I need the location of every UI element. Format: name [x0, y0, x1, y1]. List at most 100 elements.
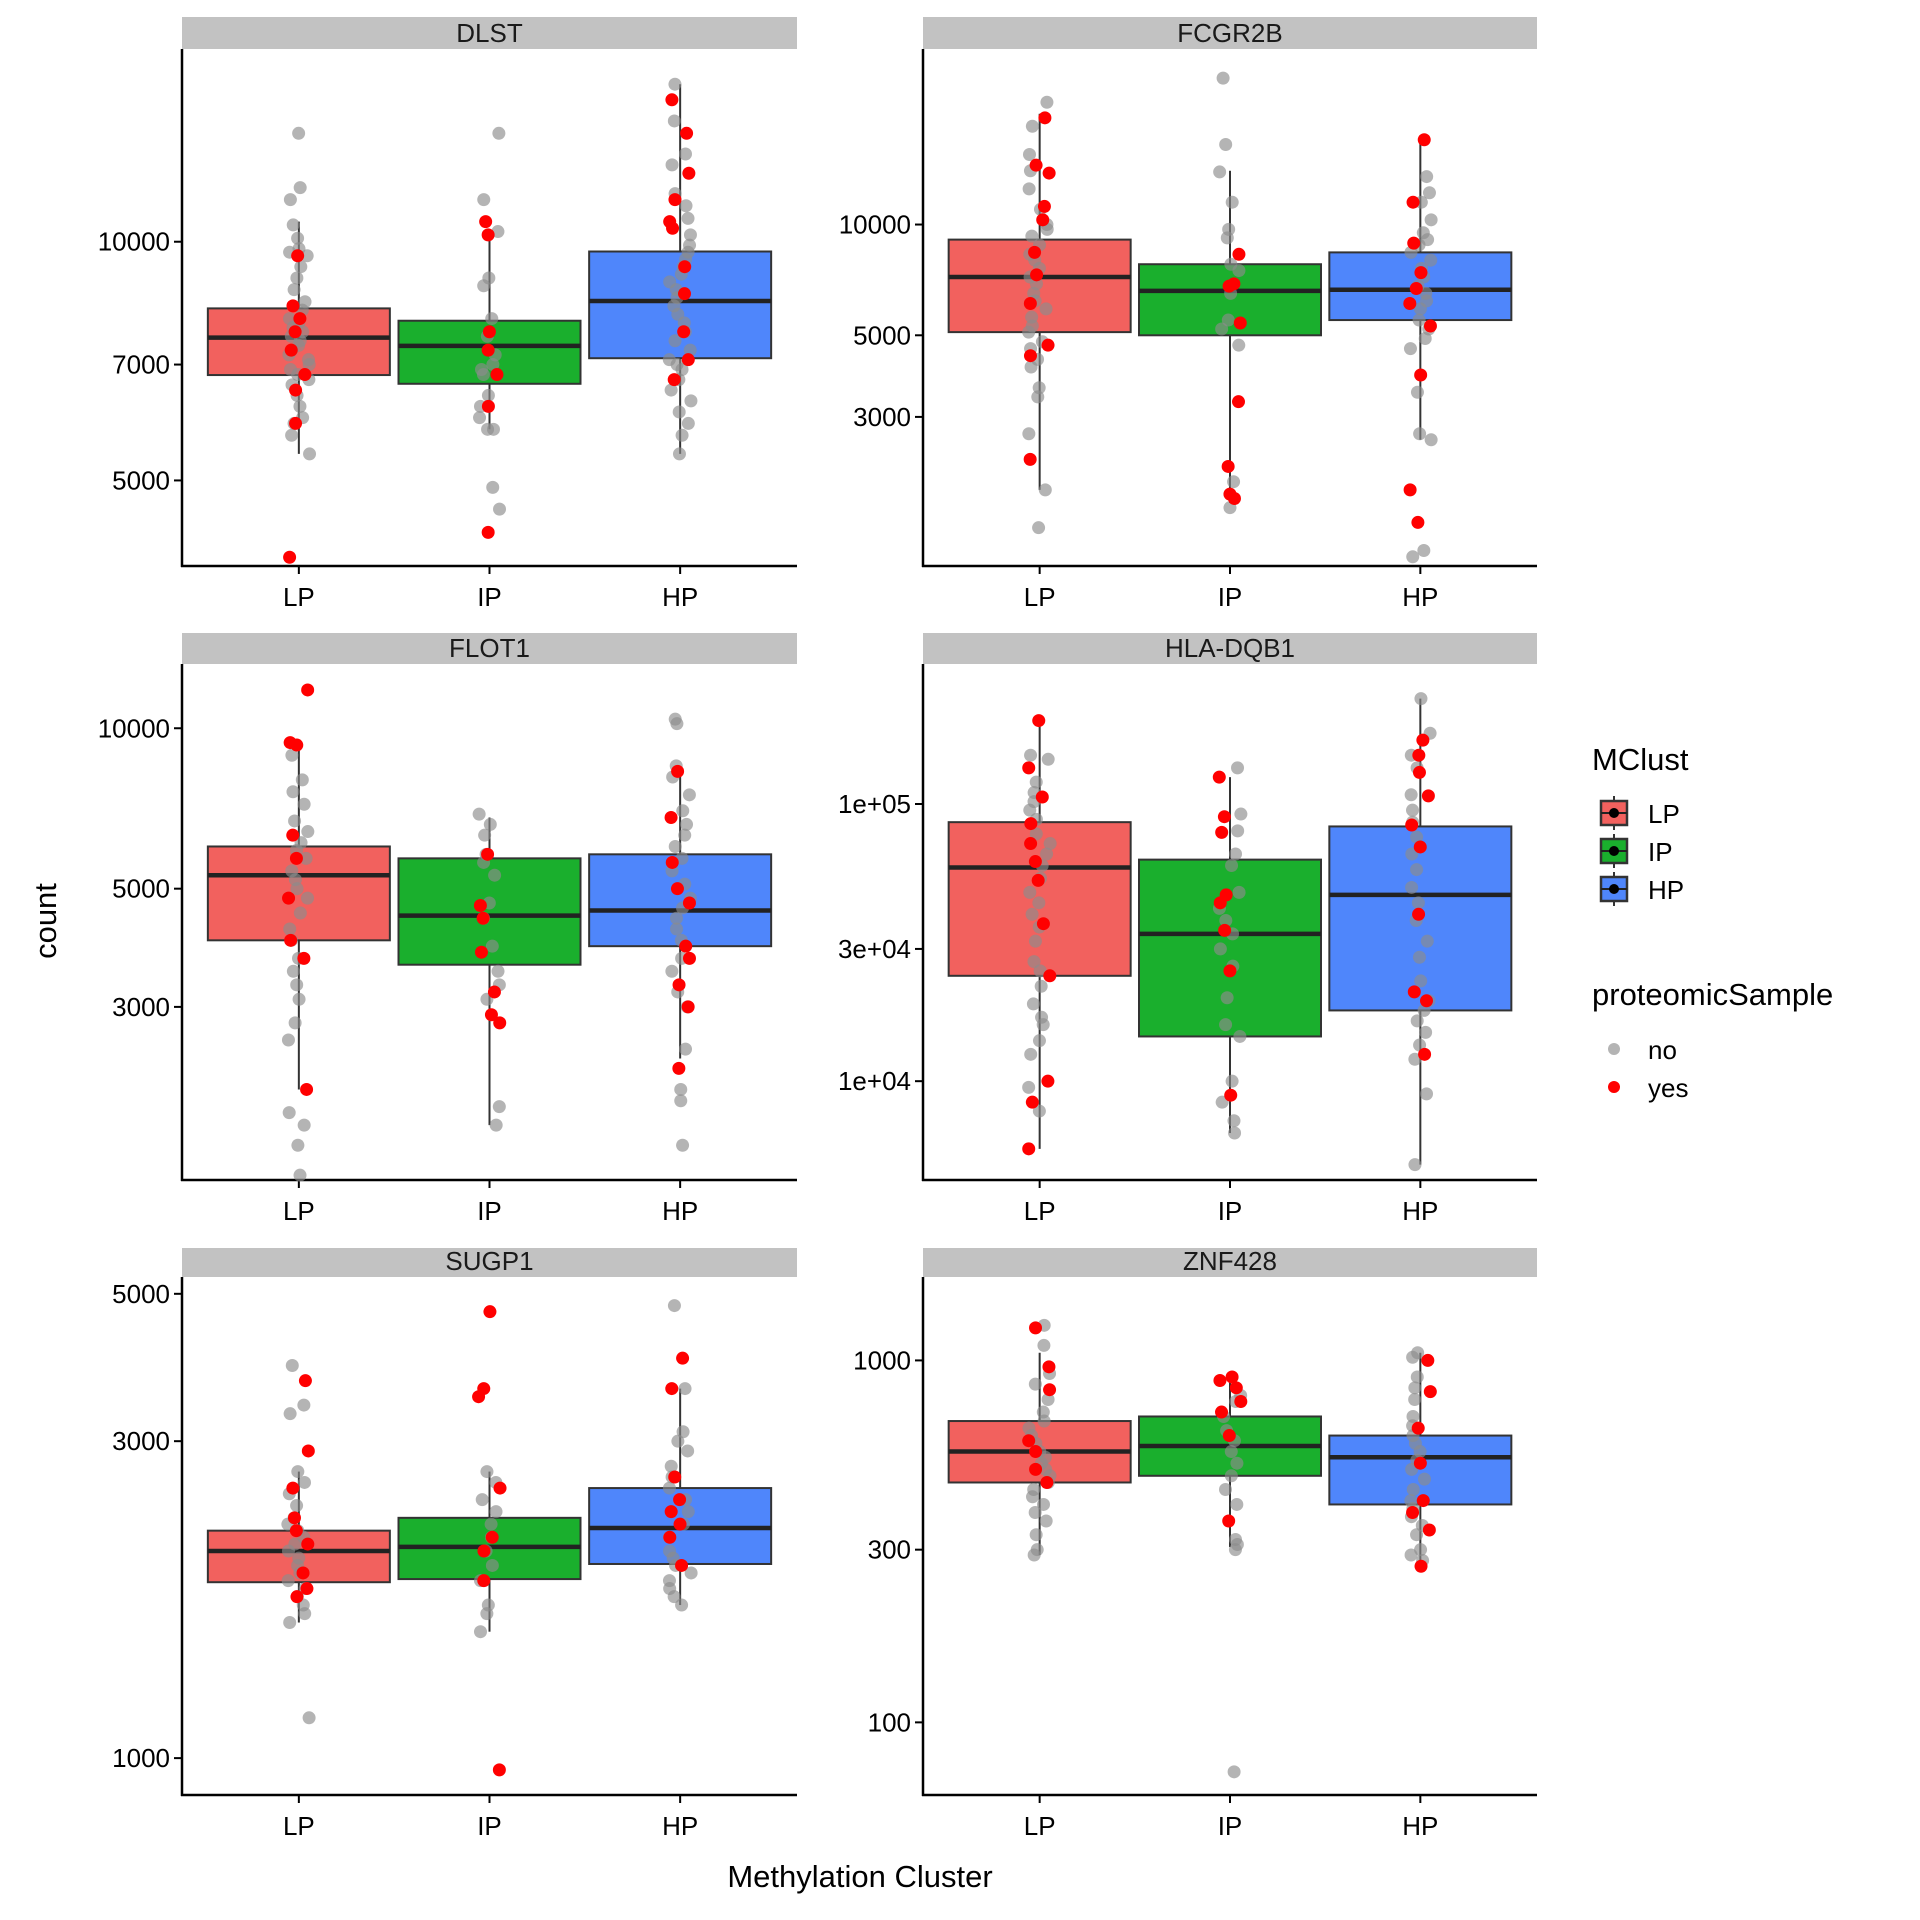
data-point-no [1232, 264, 1246, 278]
y-tick-label: 1000 [112, 1743, 170, 1773]
data-point-yes [1213, 1374, 1227, 1388]
data-point-yes [1030, 268, 1044, 282]
x-tick-label: HP [662, 1811, 698, 1841]
data-point-yes [1407, 985, 1421, 999]
legend-label-no: no [1648, 1035, 1677, 1065]
data-point-yes [286, 828, 300, 842]
data-point-yes [1233, 316, 1247, 330]
data-point-yes [1224, 1088, 1238, 1102]
data-point-no [1406, 550, 1420, 564]
data-point-no [670, 717, 684, 731]
data-point-no [1023, 885, 1037, 899]
data-point-no [671, 1434, 685, 1448]
data-point-yes [1043, 969, 1057, 983]
data-point-yes [482, 325, 496, 339]
data-point-no [475, 1493, 489, 1507]
data-point-no [477, 193, 491, 207]
data-point-yes [1028, 855, 1042, 869]
data-point-no [1231, 761, 1245, 775]
data-point-yes [1414, 1559, 1428, 1573]
data-point-yes [472, 1390, 486, 1404]
data-point-no [1025, 119, 1039, 133]
data-point-no [486, 422, 500, 436]
data-point-no [297, 1118, 311, 1132]
data-point-no [1224, 1445, 1238, 1459]
legend-point [1609, 846, 1619, 856]
data-point-no [1412, 313, 1426, 327]
data-point-no [1213, 165, 1227, 179]
data-point-yes [289, 416, 303, 430]
x-tick-label: HP [1402, 1196, 1438, 1226]
data-point-yes [1024, 817, 1038, 831]
data-point-yes [1417, 133, 1431, 147]
data-point-no [1232, 338, 1246, 352]
data-point-yes [298, 1374, 312, 1388]
data-point-no [1043, 837, 1057, 851]
data-point-no [1406, 1482, 1420, 1496]
data-point-no [283, 193, 297, 207]
y-tick-label: 7000 [112, 350, 170, 380]
data-point-yes [1038, 111, 1052, 125]
facet-strip-label: HLA-DQB1 [1165, 633, 1295, 663]
data-point-no [1422, 186, 1436, 200]
data-point-no [672, 447, 686, 461]
facet-strip-label: FLOT1 [449, 633, 530, 663]
data-point-no [680, 817, 694, 831]
data-point-yes [492, 1763, 506, 1777]
data-point-yes [682, 896, 696, 910]
data-point-yes [1023, 349, 1037, 363]
data-point-no [676, 1425, 690, 1439]
data-point-no [1408, 1052, 1422, 1066]
data-point-no [679, 199, 693, 213]
data-point-no [1418, 332, 1432, 346]
data-point-no [1213, 942, 1227, 956]
data-point-yes [1414, 368, 1428, 382]
data-point-no [295, 773, 309, 787]
data-point-no [291, 1465, 305, 1479]
data-point-yes [670, 882, 684, 896]
data-point-no [493, 502, 507, 516]
data-point-no [1225, 1074, 1239, 1088]
y-tick-label: 3000 [853, 402, 911, 432]
data-point-no [668, 839, 682, 853]
data-point-yes [481, 399, 495, 413]
data-point-no [480, 1607, 494, 1621]
data-point-no [293, 906, 307, 920]
data-point-yes [668, 193, 682, 207]
data-point-yes [1411, 1421, 1425, 1435]
x-tick-label: LP [283, 1811, 315, 1841]
data-point-yes [479, 215, 493, 229]
legend-label-yes: yes [1648, 1073, 1688, 1103]
data-point-no [480, 1465, 494, 1479]
data-point-yes [1041, 338, 1055, 352]
legend-point-no [1608, 1043, 1620, 1055]
data-point-yes [1022, 1142, 1036, 1156]
data-point-yes [1413, 840, 1427, 854]
data-point-yes [1416, 733, 1430, 747]
data-point-no [1404, 788, 1418, 802]
data-point-no [1216, 71, 1230, 85]
data-point-no [291, 231, 305, 245]
data-point-no [1027, 1548, 1041, 1562]
data-point-no [1413, 302, 1427, 316]
data-point-yes [1403, 483, 1417, 497]
data-point-no [678, 1382, 692, 1396]
legend-title-mclust: MClust [1592, 742, 1689, 777]
data-point-yes [666, 221, 680, 235]
data-point-no [1026, 997, 1040, 1011]
data-point-no [281, 1544, 295, 1558]
data-point-no [681, 1505, 695, 1519]
data-point-yes [1036, 213, 1050, 227]
data-point-yes [487, 985, 501, 999]
data-point-yes [1412, 907, 1426, 921]
panel-flot1: FLOT1 3000 5000 10000 LP IP HP [98, 633, 797, 1226]
data-point-no [489, 1118, 503, 1132]
data-point-yes [1022, 761, 1036, 775]
data-point-yes [1423, 1385, 1437, 1399]
data-point-yes [297, 951, 311, 965]
x-tick-label: HP [662, 582, 698, 612]
data-point-yes [476, 911, 490, 925]
data-point-no [669, 911, 683, 925]
data-point-no [477, 279, 491, 293]
